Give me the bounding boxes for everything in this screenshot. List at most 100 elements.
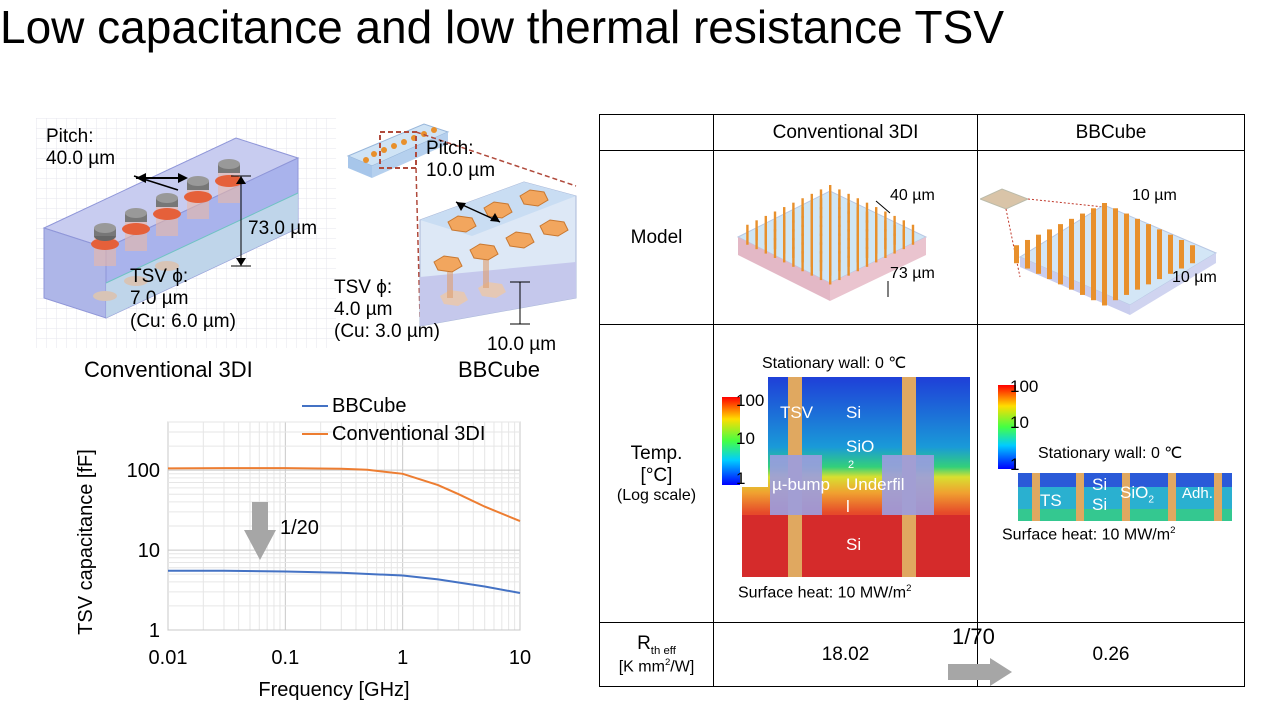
conv-stationary-wall: Stationary wall: 0 ℃ <box>762 355 907 372</box>
bb-cb-1: 1 <box>1010 455 1020 474</box>
tsv-pin <box>1135 218 1140 237</box>
tsv-pin <box>902 229 905 250</box>
tsv-pin <box>1036 234 1041 253</box>
tsv-pin <box>1168 255 1173 274</box>
tsv-pin <box>1113 282 1118 301</box>
tsv-pin <box>1047 250 1052 269</box>
conv-sio-sub: 2 <box>848 459 855 471</box>
rth-label-main: R <box>637 632 651 654</box>
conv-array-pins <box>746 185 915 285</box>
tsv-pin <box>1124 213 1129 232</box>
tsv-pin <box>1058 266 1063 285</box>
header-conventional: Conventional 3DI <box>713 114 978 151</box>
model-conv-height: 73 µm <box>890 265 935 282</box>
bb-si-text-2: Si <box>1092 495 1108 514</box>
tsv-pin <box>1124 245 1129 264</box>
tsv-pin <box>1047 229 1052 248</box>
tsv-pin <box>1157 229 1162 248</box>
tsv-pin <box>1069 261 1074 280</box>
bb-sio-text: SiO2 <box>1120 483 1155 506</box>
tsv-pin <box>819 260 823 281</box>
reduction-arrow-icon <box>244 502 276 560</box>
tsv-pin <box>1157 250 1162 269</box>
tsv-pin <box>810 255 813 276</box>
bb-tsv-value: 4.0 µm <box>334 299 393 320</box>
chart-x-label: Frequency [GHz] <box>258 679 409 701</box>
tsv-pin <box>1135 261 1140 280</box>
tsv-pin <box>1069 218 1074 237</box>
conv-surface-heat: Surface heat: 10 MW/m2 <box>738 583 912 602</box>
tsv-pin <box>1080 234 1085 253</box>
conv-cb-10: 10 <box>736 429 755 448</box>
tsv-pin <box>1091 282 1096 301</box>
conv-pitch-value: 40.0 µm <box>46 148 116 169</box>
temp-label-line2: [°C] <box>640 464 673 486</box>
conv-cu-value: (Cu: 6.0 µm) <box>130 311 236 332</box>
bb-si-text-1: Si <box>1092 475 1108 494</box>
tsv-pin <box>1146 255 1151 274</box>
tsv-pin <box>1113 229 1118 248</box>
tsv-pin <box>1179 250 1184 269</box>
conv-colorbar <box>722 397 740 485</box>
tsv-pin <box>1135 239 1140 258</box>
tsv-pin <box>1014 245 1019 264</box>
tsv-pin <box>1025 239 1030 258</box>
tsv-pin <box>1058 255 1063 274</box>
conventional-3di-model <box>36 118 336 348</box>
tsv-pin <box>1113 239 1118 258</box>
tsv-pin <box>829 264 832 285</box>
rth-conventional-value: 18.02 <box>713 622 978 687</box>
slide-title: Low capacitance and low thermal resistan… <box>0 1 1005 53</box>
bb-ts-text: TS <box>1040 491 1062 510</box>
conv-tsv-text: TSV <box>780 403 814 422</box>
tsv-pin <box>875 242 878 263</box>
x-tick-label: 1 <box>397 647 408 669</box>
bb-cu-value: (Cu: 3.0 µm) <box>334 321 440 342</box>
row-rth-label: Rth eff [K mm2/W] <box>599 622 714 687</box>
header-bbcube: BBCube <box>977 114 1245 151</box>
model-bb-height: 10 µm <box>1172 269 1217 286</box>
bb-height-value: 10.0 µm <box>487 334 557 355</box>
tsv-pin <box>1113 261 1118 280</box>
tsv-pin <box>1091 250 1096 269</box>
tsv-pin <box>1168 234 1173 253</box>
tsv-pin <box>1058 245 1063 264</box>
tsv-pin <box>1058 224 1063 243</box>
tsv-pin <box>1124 255 1129 274</box>
tsv-pin <box>1168 245 1173 264</box>
tsv-pin <box>1102 255 1107 274</box>
model-bbcube-cell: 10 µm 10 µm <box>977 150 1245 325</box>
tsv-pin <box>1091 261 1096 280</box>
x-tick-label: 0.01 <box>149 647 188 669</box>
tsv-pin <box>884 237 887 258</box>
bb-adh-text: Adh. <box>1182 485 1213 502</box>
chart-legend: BBCube Conventional 3DI <box>302 395 485 445</box>
tsv-pin <box>1102 224 1107 243</box>
tsv-pin <box>1124 276 1129 295</box>
bb-caption: BBCube <box>458 357 540 382</box>
tsv-pin <box>1058 234 1063 253</box>
tsv-pin <box>856 251 859 272</box>
conv-tsv-label: TSV ϕ: <box>130 266 189 287</box>
tsv-pin <box>764 233 767 254</box>
tsv-pin <box>1124 266 1129 285</box>
legend-entry: BBCube <box>332 395 407 417</box>
chart-series <box>167 467 521 594</box>
bb-pitch-label: Pitch: <box>426 138 474 159</box>
tsv-pin <box>1080 245 1085 264</box>
tsv-pin <box>1080 276 1085 295</box>
chart-annotation: 1/20 <box>280 517 319 539</box>
bb-array-pins <box>1014 203 1195 306</box>
tsv-pin <box>1135 229 1140 248</box>
tsv-pin <box>893 233 896 254</box>
temp-label-line3: (Log scale) <box>616 486 697 504</box>
tsv-pin <box>1091 271 1096 290</box>
tsv-pin <box>1146 245 1151 264</box>
rth-label-sub: th eff <box>650 644 676 657</box>
tsv-pin <box>1157 261 1162 280</box>
tsv-pin <box>847 255 850 276</box>
tsv-pin <box>1102 266 1107 285</box>
series-line-bbcube <box>168 569 521 594</box>
tsv-pin <box>1102 234 1107 253</box>
chart-x-ticks: 0.01 0.1 1 10 <box>149 647 532 669</box>
